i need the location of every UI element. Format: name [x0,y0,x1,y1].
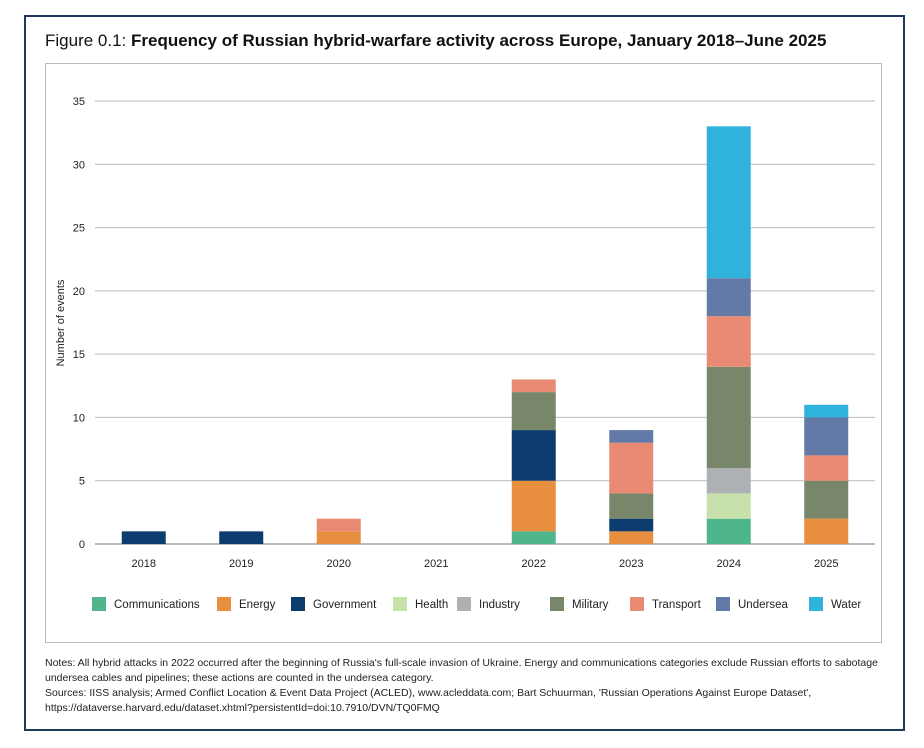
legend-label-industry: Industry [479,599,520,611]
bar-segment-energy-2022 [511,480,556,532]
x-tick-label: 2021 [424,558,448,570]
bar-segment-communications-2024 [706,518,751,544]
legend-label-undersea: Undersea [738,599,788,611]
legend-swatch-health [393,597,407,611]
bar-segment-government-2018 [121,531,166,544]
bar-segment-undersea-2025 [804,417,849,456]
x-tick-label: 2019 [229,558,253,570]
bar-segment-transport-2025 [804,455,849,481]
bar-segment-government-2023 [609,518,654,532]
legend-swatch-undersea [716,597,730,611]
bar-segment-water-2024 [706,126,751,279]
figure-border [24,15,905,731]
bar-segment-transport-2023 [609,442,654,494]
figure-title-text: Frequency of Russian hybrid-warfare acti… [131,31,827,50]
bar-segment-military-2025 [804,480,849,519]
legend-label-communications: Communications [114,599,200,611]
bar-segment-health-2024 [706,493,751,519]
bar-segment-transport-2024 [706,316,751,367]
y-tick-label: 20 [73,286,85,298]
x-tick-label: 2024 [717,558,741,570]
x-tick-label: 2018 [132,558,156,570]
bar-segment-energy-2025 [804,518,849,544]
y-tick-label: 15 [73,349,85,361]
notes-text: Notes: All hybrid attacks in 2022 occurr… [45,657,878,684]
bar-segment-water-2025 [804,404,849,418]
legend-label-health: Health [415,599,448,611]
bar-segment-military-2022 [511,392,556,431]
y-tick-label: 30 [73,159,85,171]
y-tick-label: 5 [79,476,85,488]
bar-segment-industry-2024 [706,468,751,494]
y-tick-label: 0 [79,539,85,551]
bar-segment-energy-2020 [316,531,361,544]
x-tick-label: 2025 [814,558,838,570]
x-tick-label: 2020 [327,558,351,570]
bar-segment-energy-2023 [609,531,654,544]
y-axis-label: Number of events [55,279,67,366]
y-tick-label: 10 [73,412,85,424]
legend-label-military: Military [572,599,609,611]
x-tick-label: 2023 [619,558,643,570]
legend-label-water: Water [831,599,861,611]
legend-label-government: Government [313,599,377,611]
y-tick-label: 35 [73,96,85,108]
legend-swatch-government [291,597,305,611]
figure-label: Figure 0.1: [45,31,127,50]
y-tick-label: 25 [73,223,85,235]
sources-text: Sources: IISS analysis; Armed Conflict L… [45,687,812,714]
legend-swatch-communications [92,597,106,611]
bar-segment-military-2024 [706,366,751,469]
legend-swatch-transport [630,597,644,611]
legend-swatch-military [550,597,564,611]
bar-segment-undersea-2024 [706,278,751,317]
legend-swatch-industry [457,597,471,611]
bar-segment-government-2022 [511,430,556,481]
bar-segment-government-2019 [219,531,264,544]
figure-title: Figure 0.1: Frequency of Russian hybrid-… [45,31,826,51]
legend-swatch-energy [217,597,231,611]
bar-segment-military-2023 [609,493,654,519]
x-tick-label: 2022 [522,558,546,570]
bar-segment-undersea-2023 [609,430,654,443]
chart-frame [45,63,882,643]
bar-segment-communications-2022 [511,531,556,544]
legend-label-energy: Energy [239,599,276,611]
legend-label-transport: Transport [652,599,702,611]
legend-swatch-water [809,597,823,611]
bar-segment-transport-2022 [511,379,556,393]
notes: Notes: All hybrid attacks in 2022 occurr… [45,656,895,716]
bar-segment-transport-2020 [316,518,361,532]
